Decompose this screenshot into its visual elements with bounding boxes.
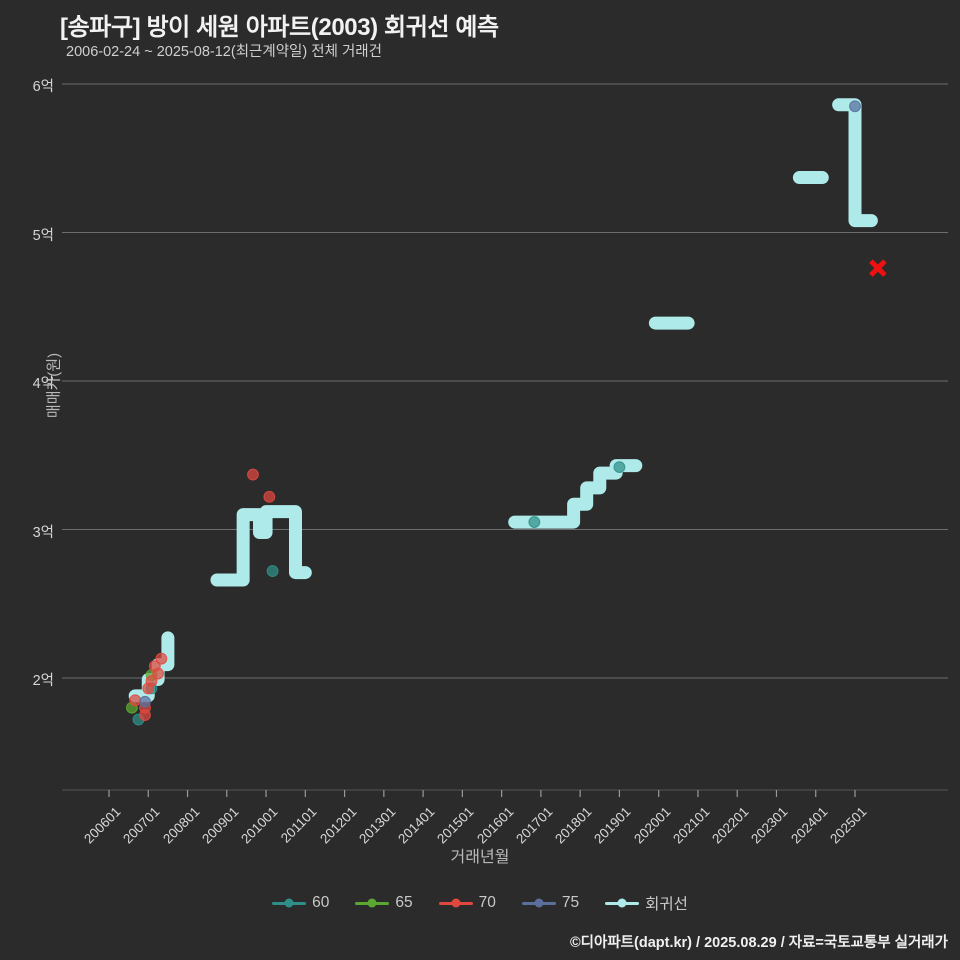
data-point-75-1: [849, 100, 861, 113]
data-point-70-0: [129, 694, 142, 707]
data-point-60-2: [266, 565, 279, 577]
legend-item-65[interactable]: 65: [355, 894, 413, 912]
legend-label: 60: [312, 894, 330, 911]
regression-segment-1: [210, 505, 312, 587]
legend-label: 75: [561, 894, 580, 911]
latest-marker-x-icon: [869, 259, 887, 277]
legend-label: 70: [478, 894, 496, 911]
legend-swatch-icon: [438, 898, 473, 908]
chart-legend: 60 65 70 75 회귀선: [0, 892, 960, 914]
gridlines: [62, 83, 948, 679]
axis-ticks: [62, 789, 948, 797]
y-tick-label-3억: 3억: [32, 524, 54, 541]
regression-segment-2: [508, 459, 643, 529]
data-point-75-0: [139, 695, 151, 708]
page-title: [송파구] 방이 세원 아파트(2003) 회귀선 예측: [60, 14, 499, 41]
regression-segment-5: [832, 98, 878, 228]
y-axis-label: 매매가(원): [45, 352, 63, 419]
legend-label: 65: [395, 894, 413, 911]
latest-transaction-marker: [869, 259, 887, 277]
legend-swatch-icon: [521, 898, 556, 908]
legend-swatch-icon: [605, 898, 640, 908]
data-point-70-3: [145, 675, 158, 687]
footer-credit: ©디아파트(dapt.kr) / 2025.08.29 / 자료=국토교통부 실…: [569, 935, 948, 951]
data-point-70-7: [148, 660, 161, 673]
legend-item-70[interactable]: 70: [438, 894, 496, 912]
chart-subtitle: 2006-02-24 ~ 2025-08-12(최근계약일) 전체 거래건: [66, 44, 382, 60]
data-point-70-8: [247, 468, 259, 481]
regression-line: [128, 98, 878, 703]
data-point-70-5: [155, 652, 168, 665]
data-point-70-6: [139, 709, 151, 722]
data-point-70-9: [263, 490, 276, 503]
y-tick-label-2억: 2억: [32, 673, 54, 689]
legend-dot-icon: [367, 898, 377, 908]
data-point-60-4: [613, 461, 626, 474]
legend-dot-icon: [284, 898, 294, 908]
x-axis-label: 거래년월: [450, 849, 510, 866]
legend-dot-icon: [451, 898, 461, 908]
legend-dot-icon: [534, 898, 544, 908]
legend-swatch-icon: [272, 898, 307, 908]
legend-dot-icon: [617, 898, 627, 908]
y-tick-label-6억: 6억: [32, 79, 54, 95]
legend-swatch-icon: [355, 898, 390, 908]
scatter-points: [126, 100, 861, 726]
legend-item-60[interactable]: 60: [272, 894, 329, 912]
data-point-60-3: [528, 516, 541, 528]
y-tick-label-4억: 4억: [32, 376, 54, 392]
legend-item-회귀선[interactable]: 회귀선: [605, 892, 688, 914]
legend-item-75[interactable]: 75: [521, 894, 580, 912]
regression-segment-0: [128, 631, 175, 703]
legend-label: 회귀선: [645, 896, 688, 913]
y-tick-label-5억: 5억: [32, 227, 54, 244]
